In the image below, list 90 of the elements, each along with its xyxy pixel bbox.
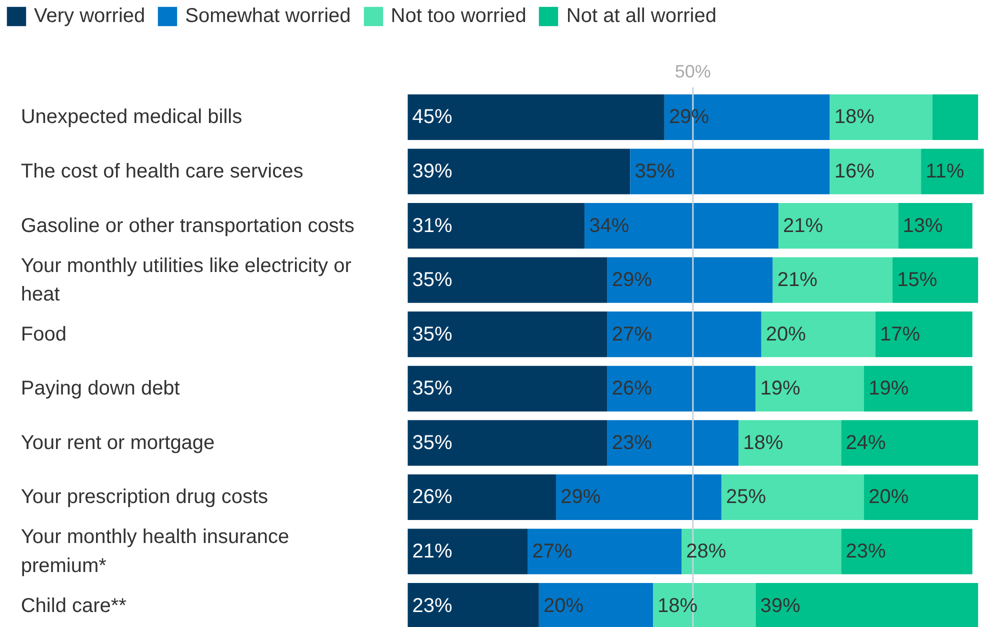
- data-label: 16%: [834, 160, 875, 182]
- bar: [892, 257, 978, 303]
- bar: [664, 94, 830, 140]
- bar: [408, 420, 608, 466]
- y-tick-label: The cost of health care services: [20, 160, 304, 182]
- bar: [607, 257, 773, 303]
- bar: [841, 528, 972, 574]
- data-label: 18%: [834, 106, 875, 128]
- bar: [830, 94, 932, 140]
- y-tick-label: Your rent or mortgage: [20, 432, 215, 454]
- bar: [778, 202, 898, 249]
- ref-line-label: 50%: [674, 62, 711, 82]
- bar: [864, 366, 972, 412]
- bar: [538, 582, 653, 627]
- bar: [408, 366, 608, 412]
- y-tick-label: Food: [20, 323, 66, 346]
- data-label: 35%: [634, 160, 675, 182]
- y-tick-label: Child care**: [20, 594, 127, 617]
- data-label: 29%: [612, 269, 652, 292]
- bar: [772, 257, 893, 303]
- data-label: 26%: [612, 378, 652, 400]
- bar: [408, 528, 528, 574]
- bar: [630, 148, 830, 194]
- bar: [556, 474, 722, 520]
- data-label: 13%: [902, 214, 944, 237]
- data-label: 17%: [880, 323, 920, 346]
- y-tick-label: Unexpected medical bills: [20, 106, 242, 128]
- data-label: 35%: [412, 269, 453, 292]
- bar: [721, 474, 864, 520]
- data-label: 39%: [412, 160, 453, 182]
- y-tick-label: Paying down debt: [20, 378, 180, 400]
- bar: [584, 202, 778, 249]
- data-label: 25%: [726, 486, 766, 508]
- bar: [898, 202, 972, 249]
- data-label: 20%: [868, 486, 909, 508]
- legend-label: Not too worried: [390, 4, 526, 28]
- bar: [841, 420, 978, 466]
- bar: [408, 94, 664, 140]
- data-label: 29%: [560, 486, 601, 508]
- data-label: 20%: [543, 594, 584, 617]
- bar: [682, 528, 842, 574]
- data-label: 26%: [412, 486, 453, 508]
- bar: [921, 148, 984, 194]
- data-label: 23%: [612, 432, 652, 454]
- bar: [761, 312, 876, 358]
- y-tick-label: Your prescription drug costs: [20, 486, 268, 508]
- legend-label: Not at all worried: [566, 4, 716, 28]
- data-label: 19%: [760, 378, 800, 400]
- data-label: 27%: [612, 323, 652, 346]
- bar: [408, 582, 539, 627]
- bar: [408, 257, 608, 303]
- data-label: 35%: [412, 323, 453, 346]
- y-tick-label: Your monthly health insurance premium*: [20, 526, 290, 577]
- data-label: 23%: [412, 594, 453, 617]
- data-label: 15%: [897, 269, 938, 292]
- bar: [607, 366, 756, 412]
- bar: [830, 148, 922, 194]
- bar: [875, 312, 972, 358]
- data-label: 21%: [412, 540, 453, 562]
- bar: [607, 312, 762, 358]
- data-label: 20%: [766, 323, 806, 346]
- bar: [738, 420, 842, 466]
- data-label: 21%: [777, 269, 818, 292]
- data-label: 35%: [412, 378, 453, 400]
- legend-label: Somewhat worried: [185, 4, 351, 28]
- data-label: 11%: [926, 160, 964, 182]
- y-tick-label: Your monthly utilities like electricity or heat: [20, 254, 352, 306]
- y-tick-label: Gasoline or other transportation costs: [20, 214, 354, 237]
- bar: [408, 474, 556, 520]
- data-label: 39%: [760, 594, 800, 617]
- data-label: 27%: [532, 540, 572, 562]
- data-label: 21%: [783, 214, 824, 237]
- data-label: 23%: [846, 540, 886, 562]
- data-label: 18%: [743, 432, 784, 454]
- data-label: 34%: [589, 214, 630, 237]
- bar: [528, 528, 682, 574]
- legend-label: Very worried: [34, 4, 146, 28]
- bar: [408, 148, 630, 194]
- bar: [408, 312, 608, 358]
- data-label: 45%: [412, 106, 453, 128]
- data-label: 35%: [412, 432, 453, 454]
- bar: [408, 202, 585, 249]
- bar: [607, 420, 739, 466]
- bar: [756, 366, 864, 412]
- data-label: 31%: [412, 214, 453, 237]
- bar: [756, 582, 978, 627]
- data-label: 19%: [868, 378, 909, 400]
- bar: [864, 474, 978, 520]
- data-label: 24%: [846, 432, 886, 454]
- bar: [932, 94, 978, 140]
